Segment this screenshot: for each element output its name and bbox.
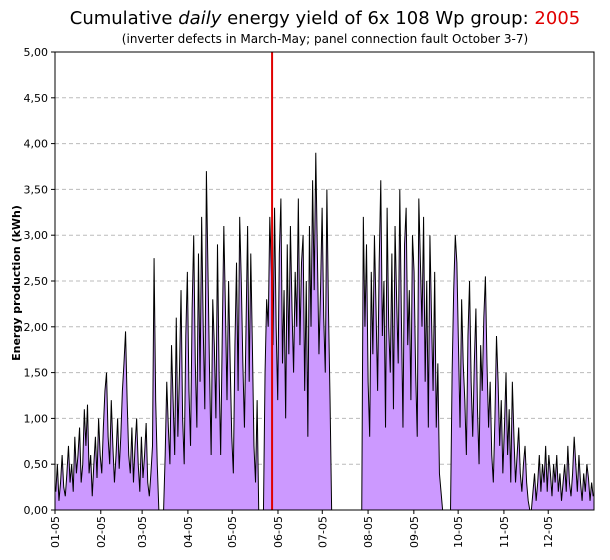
y-tick-label: 2,00 (24, 321, 49, 334)
y-ticks: 0,00 0,50 1,00 1,50 2,00 2,50 3,00 3,50 4,00 4,50… (24, 46, 55, 517)
y-tick-label: 3,50 (24, 183, 49, 196)
chart-title: Cumulative daily energy yield of 6x 108 … (0, 8, 610, 29)
title-emphasis: daily (178, 8, 222, 29)
y-tick-label: 3,00 (24, 229, 49, 242)
x-tick-label: 09-05 (408, 516, 421, 548)
y-tick-label: 4,50 (24, 92, 49, 105)
title-suffix: energy yield of 6x 108 Wp group: (227, 8, 529, 29)
x-tick-label: 03-05 (136, 516, 149, 548)
chart-subtitle: (inverter defects in March-May; panel co… (121, 32, 529, 46)
x-tick-label: 05-05 (226, 516, 239, 548)
x-tick-label: 10-05 (452, 516, 465, 548)
x-tick-label: 11-05 (498, 516, 511, 548)
x-tick-label: 02-05 (95, 516, 108, 548)
y-axis-label: Energy production (kWh) (10, 205, 23, 361)
y-tick-label: 4,00 (24, 138, 49, 151)
y-tick-label: 1,00 (24, 412, 49, 425)
y-tick-label: 2,50 (24, 275, 49, 288)
x-ticks: 01-05 02-05 03-05 04-05 05-05 06-05 07-05 08-05… (49, 510, 555, 548)
y-tick-label: 5,00 (24, 46, 49, 59)
y-tick-label: 0,00 (24, 504, 49, 517)
title-year: 2005 (534, 8, 581, 29)
y-tick-label: 1,50 (24, 367, 49, 380)
x-tick-label: 07-05 (316, 516, 329, 548)
y-tick-label: 0,50 (24, 458, 49, 471)
series-line (55, 152, 594, 511)
x-tick-label: 06-05 (272, 516, 285, 548)
x-tick-label: 04-05 (182, 516, 195, 548)
energy-area-series (55, 152, 594, 511)
title-prefix: Cumulative (69, 8, 173, 29)
x-tick-label: 01-05 (49, 516, 62, 548)
x-tick-label: 08-05 (362, 516, 375, 548)
x-tick-label: 12-05 (542, 516, 555, 548)
